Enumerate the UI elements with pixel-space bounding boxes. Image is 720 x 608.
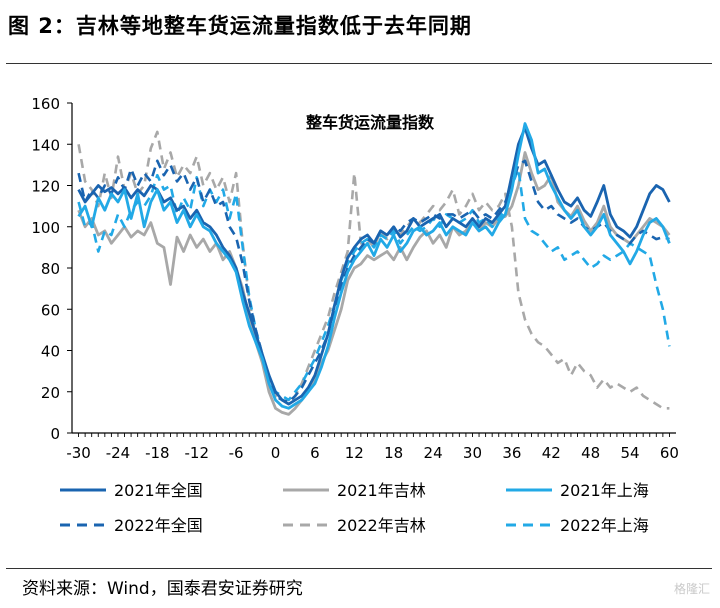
y-tick-label: 100 xyxy=(31,219,60,237)
legend: 2021年全国 2021年吉林 2021年上海 2022年全国 2022年吉林 2022年… xyxy=(60,481,649,535)
y-tick-label: 80 xyxy=(41,260,60,278)
x-tick-label: 24 xyxy=(424,444,443,462)
series-line-6 xyxy=(77,167,671,402)
axes: 0 20 40 60 80 100 120 140 160 -30 -24 -18 -12 -6 0 6 12 1… xyxy=(31,95,679,462)
x-tick-label: 30 xyxy=(463,444,482,462)
y-tick-label: 120 xyxy=(31,178,60,196)
y-tick-label: 20 xyxy=(41,384,60,402)
x-tick-label: 0 xyxy=(271,444,281,462)
watermark: 格隆汇 xyxy=(673,582,710,596)
legend-label: 2021年吉林 xyxy=(337,481,426,500)
x-tick-label: 6 xyxy=(310,444,320,462)
x-tick-label: 54 xyxy=(620,444,639,462)
y-tick-label: 160 xyxy=(31,95,60,113)
x-tick-label: -18 xyxy=(145,444,170,462)
source-rule xyxy=(6,568,712,569)
x-tick-label: -12 xyxy=(184,444,209,462)
title-rule xyxy=(6,63,712,64)
x-tick-label: 36 xyxy=(502,444,521,462)
x-tick-label: 48 xyxy=(581,444,600,462)
legend-label: 2021年全国 xyxy=(114,481,203,500)
x-tick-label: 60 xyxy=(660,444,679,462)
legend-label: 2022年全国 xyxy=(114,516,203,535)
x-tick-label: 12 xyxy=(345,444,364,462)
x-tick-label: 18 xyxy=(384,444,403,462)
y-tick-label: 0 xyxy=(50,425,60,443)
x-tick-label: 42 xyxy=(542,444,561,462)
series-line-2 xyxy=(77,151,671,416)
legend-label: 2022年吉林 xyxy=(337,516,426,535)
x-tick-label: -24 xyxy=(106,444,131,462)
y-tick-label: 140 xyxy=(31,136,60,154)
legend-label: 2022年上海 xyxy=(560,516,649,535)
x-tick-label: -30 xyxy=(66,444,91,462)
series-lines xyxy=(77,122,671,416)
figure-title: 图 2：吉林等地整车货运流量指数低于去年同期 xyxy=(8,14,472,38)
legend-label: 2021年上海 xyxy=(560,481,649,500)
series-line-3 xyxy=(77,122,671,410)
x-tick-label: -6 xyxy=(229,444,244,462)
chart-title: 整车货运流量指数 xyxy=(305,113,435,132)
source-note: 资料来源：Wind，国泰君安证券研究 xyxy=(22,579,303,599)
y-tick-label: 60 xyxy=(41,301,60,319)
y-tick-label: 40 xyxy=(41,343,60,361)
series-line-1 xyxy=(77,126,671,406)
